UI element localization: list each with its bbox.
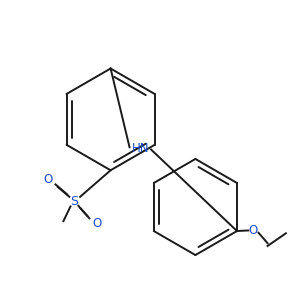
Text: O: O bbox=[249, 224, 258, 237]
Text: HN: HN bbox=[132, 142, 149, 155]
Text: S: S bbox=[70, 195, 78, 208]
Text: O: O bbox=[92, 217, 101, 230]
Text: O: O bbox=[43, 172, 53, 185]
